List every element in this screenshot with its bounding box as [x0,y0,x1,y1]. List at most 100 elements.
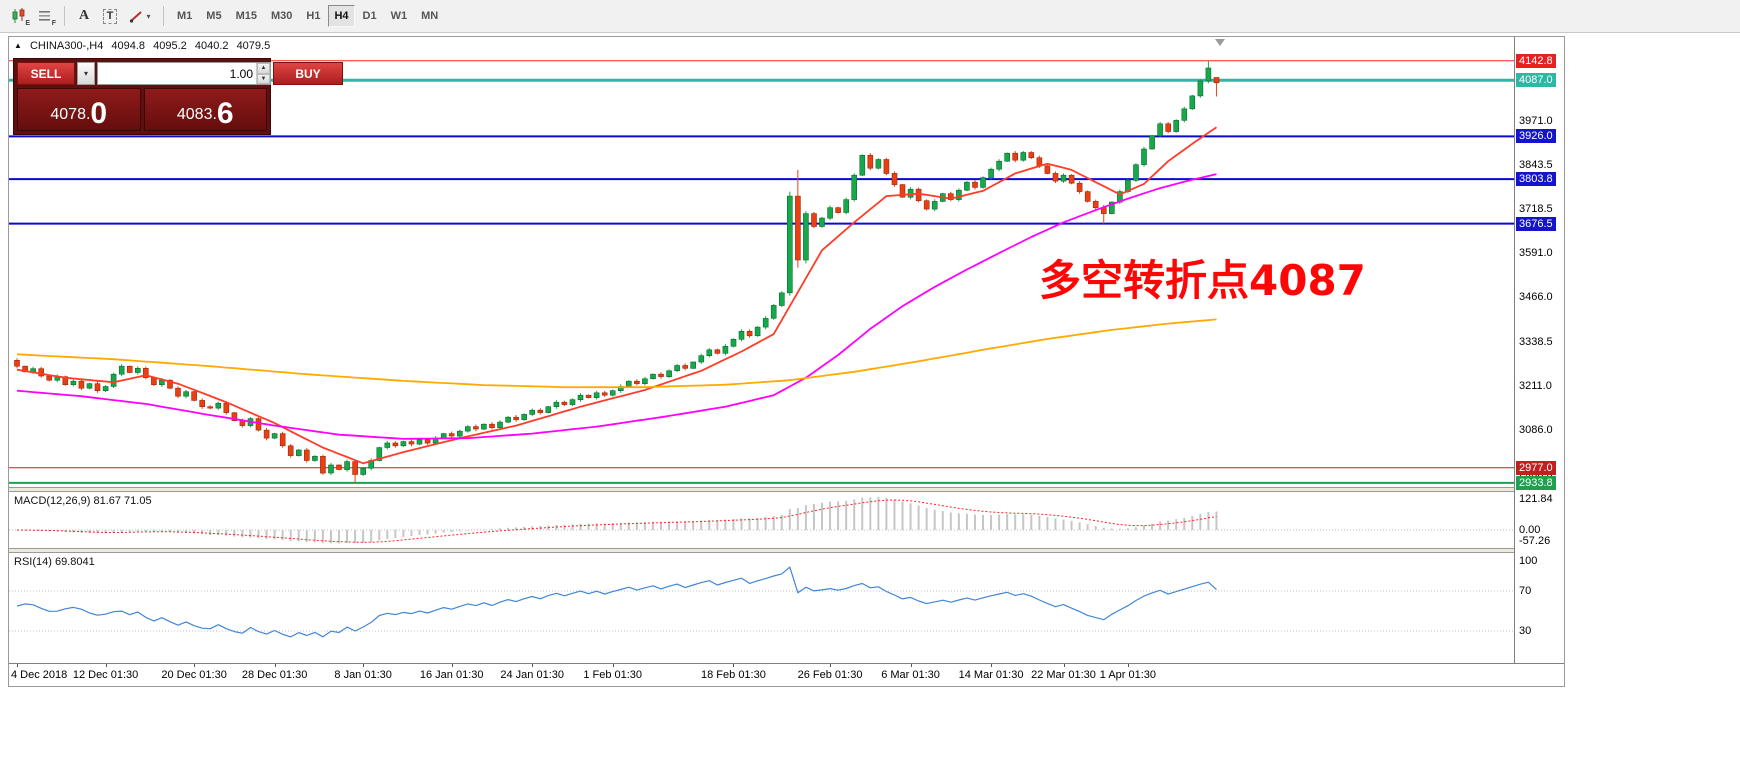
cursor-tool-icon[interactable]: ▾ [123,4,157,28]
price-axis[interactable]: 3971.0 3843.5 3718.5 3591.0 3466.0 3338.5 3211… [1514,37,1564,663]
time-tick [1063,664,1065,667]
time-tick [105,664,107,667]
symbol-period: CHINA300-,H4 [29,40,104,52]
time-tick [991,664,993,667]
price-badge: 4087.0 [1516,73,1556,88]
time-label: 14 Mar 01:30 [958,669,1024,681]
price-tick-label: 3591.0 [1519,247,1553,260]
ohlc-open: 4094.8 [111,40,146,52]
candlestick-style-icon[interactable]: E [6,4,32,28]
price-tick-label: 3086.0 [1519,423,1553,436]
time-label: 16 Jan 01:30 [419,669,484,681]
ohlc-high: 4095.2 [153,40,187,52]
time-axis[interactable]: 4 Dec 2018 12 Dec 01:30 20 Dec 01:30 28 Dec… [9,663,1564,686]
price-tick-label: 3211.0 [1519,380,1552,393]
price-tick-label: 3843.5 [1519,159,1553,172]
sell-price-display[interactable]: 4078. 0 [17,88,141,131]
volume-decrease-button[interactable]: ▼ [257,73,270,84]
timeframe-button-m5[interactable]: M5 [200,5,227,27]
price-tick-label: 3971.0 [1519,114,1553,127]
timeframe-button-m15[interactable]: M15 [230,5,263,27]
icon-subscript-e: E [25,20,30,27]
time-tick [1127,664,1129,667]
rsi-indicator-label: RSI(14) 69.8041 [14,556,95,568]
time-tick [17,664,18,667]
time-label: 20 Dec 01:30 [161,669,227,681]
chart-shift-marker [1215,39,1225,46]
price-badge: 3926.0 [1516,129,1556,144]
time-label: 1 Feb 01:30 [583,669,643,681]
price-badge: 2977.0 [1516,460,1556,475]
chart-annotation-text: 多空转折点4087 [1039,256,1366,305]
time-label: 22 Mar 01:30 [1031,669,1096,681]
rsi-canvas[interactable] [9,553,1514,663]
macd-axis-label: -57.26 [1519,535,1551,547]
buy-price-big-digit: 6 [216,96,234,130]
price-tick-label: 3466.0 [1519,291,1553,304]
collapse-arrow-icon[interactable]: ▲ [14,41,22,50]
timeframe-group: M1 M5 M15 M30 H1 H4 D1 W1 MN [170,5,445,27]
buy-price-display[interactable]: 4083. 6 [143,88,267,131]
toolbar-separator [64,6,65,26]
rsi-axis-label: 70 [1519,585,1532,597]
timeframe-button-w1[interactable]: W1 [385,5,414,27]
grid-icon[interactable]: F [32,4,58,28]
chart-ohlc-header: ▲ CHINA300-,H4 4094.8 4095.2 4040.2 4079… [14,40,275,52]
time-tick [733,664,735,667]
time-label: 26 Feb 01:30 [797,669,863,681]
price-tick-label: 3718.5 [1519,202,1553,215]
timeframe-button-d1[interactable]: D1 [357,5,383,27]
time-label: 24 Jan 01:30 [500,669,564,681]
rsi-axis-label: 100 [1519,555,1538,567]
volume-increase-button[interactable]: ▲ [257,63,270,74]
toolbar-separator [163,6,164,26]
time-tick [363,664,365,667]
sell-price-main: 4078. [50,106,91,123]
time-label: 12 Dec 01:30 [72,669,139,681]
toolbar: E F A T ▾ M1 M5 M15 M30 H1 H4 D1 W1 MN [0,0,1740,33]
rsi-axis-label: 30 [1519,625,1532,637]
price-badge: 2933.8 [1516,475,1556,490]
price-badge: 3676.5 [1516,216,1556,231]
chart-window: ▲ CHINA300-,H4 4094.8 4095.2 4040.2 4079… [8,36,1565,687]
chevron-down-icon: ▾ [146,11,151,21]
text-tool-icon[interactable]: A [71,4,97,28]
time-tick [830,664,832,667]
time-label: 18 Feb 01:30 [701,669,766,681]
icon-subscript-f: F [51,20,56,27]
text-label-tool-icon[interactable]: T [97,4,123,28]
timeframe-button-mn[interactable]: MN [415,5,444,27]
time-label: 28 Dec 01:30 [241,669,308,681]
ohlc-close: 4079.5 [236,40,271,52]
time-tick [274,664,276,667]
timeframe-button-h4[interactable]: H4 [328,5,355,27]
ohlc-low: 4040.2 [194,40,229,52]
time-tick [532,664,534,667]
macd-axis-label: 121.84 [1519,493,1553,505]
macd-canvas[interactable] [9,492,1514,548]
volume-spinner: ▲ ▼ [256,63,270,84]
volume-dropdown-button[interactable]: ▾ [77,62,95,85]
time-label: 4 Dec 2018 [11,669,68,681]
time-tick [194,664,196,667]
buy-price-main: 4083. [176,106,217,123]
timeframe-button-m1[interactable]: M1 [171,5,198,27]
pane-divider[interactable] [9,548,1564,553]
timeframe-button-h1[interactable]: H1 [300,5,326,27]
volume-field: ▲ ▼ [97,62,271,85]
price-tick-label: 3338.5 [1519,335,1553,348]
volume-input[interactable] [98,63,256,84]
buy-button[interactable]: BUY [273,62,343,85]
time-tick [451,664,453,667]
sell-button[interactable]: SELL [17,62,75,85]
one-click-trading-panel: SELL ▾ ▲ ▼ BUY 4078.0 4083.6 [13,58,343,135]
price-badge: 4142.8 [1516,53,1556,68]
macd-indicator-label: MACD(12,26,9) 81.67 71.05 [14,495,152,507]
time-tick [612,664,614,667]
price-badge: 3803.8 [1516,172,1556,187]
time-label: 6 Mar 01:30 [881,669,940,681]
timeframe-button-m30[interactable]: M30 [265,5,298,27]
sell-price-big-digit: 0 [90,96,108,130]
pane-divider[interactable] [9,487,1564,492]
